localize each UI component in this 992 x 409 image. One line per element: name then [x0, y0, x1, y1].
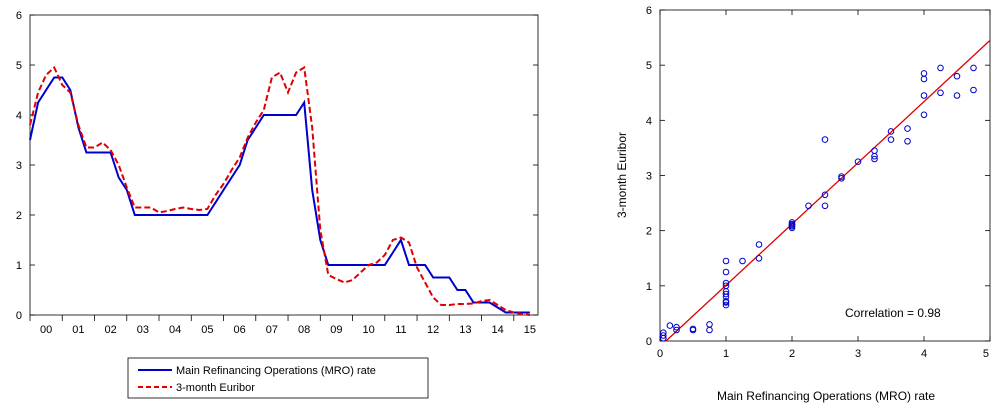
y-tick-label: 0	[16, 310, 22, 322]
line-x-axis: 00 01 02 03 04 05 06 07 08 09 10 11 12 13 14 15	[29, 315, 536, 336]
y-tick-label: 2	[16, 210, 22, 222]
line-plot-frame	[29, 14, 539, 316]
x-tick-label: 05	[201, 324, 213, 336]
scatter-point	[805, 202, 812, 210]
x-tick-label: 3	[855, 348, 861, 360]
legend-box	[127, 357, 429, 399]
scatter-point	[673, 323, 680, 331]
x-tick-label: 14	[492, 324, 504, 336]
x-tick-label: 4	[921, 348, 927, 360]
scatter-point	[722, 298, 730, 305]
scatter-point	[755, 254, 763, 262]
scatter-point	[887, 128, 895, 135]
y-tick-label: 3	[16, 160, 22, 172]
y-tick-label: 6	[16, 10, 22, 22]
scatter-point	[821, 202, 829, 210]
scatter-chart: 0 1 2 3 4 5 6 0 1 2 3 4 5 Correlation = 0.98 Main R…	[615, 5, 991, 403]
line-y-axis: 0 1 2 3 4 5 6	[16, 10, 538, 322]
scatter-point	[920, 75, 928, 83]
scatter-point	[660, 332, 667, 339]
scatter-point	[970, 86, 977, 94]
x-tick-label: 07	[266, 324, 278, 336]
scatter-point	[689, 325, 697, 333]
scatter-point	[920, 70, 928, 77]
scatter-point	[920, 111, 928, 119]
scatter-point	[706, 321, 713, 328]
scatter-plot-frame	[659, 9, 991, 342]
scatter-point	[722, 282, 730, 290]
scatter-point	[904, 138, 911, 145]
x-tick-label: 1	[723, 348, 729, 360]
scatter-point	[970, 64, 977, 72]
y-tick-label: 0	[646, 336, 652, 348]
y-tick-label: 4	[16, 110, 22, 122]
x-tick-label: 09	[330, 324, 342, 336]
series-line-mro	[29, 76, 530, 314]
regression-line	[665, 39, 991, 342]
scatter-point	[722, 290, 730, 298]
y-tick-label: 1	[16, 260, 22, 272]
scatter-point	[722, 301, 730, 309]
scatter-point	[706, 326, 713, 334]
x-tick-label: 0	[657, 348, 663, 360]
scatter-point	[739, 257, 746, 265]
scatter-point	[838, 173, 845, 180]
y-tick-label: 5	[16, 60, 22, 72]
legend-label-mro: Main Refinancing Operations (MRO) rate	[176, 365, 376, 377]
scatter-point	[660, 329, 667, 337]
line-legend: Main Refinancing Operations (MRO) rate 3…	[127, 357, 429, 399]
scatter-point	[937, 64, 944, 72]
scatter-point	[755, 241, 763, 248]
y-tick-label: 5	[646, 60, 652, 72]
scatter-y-axis-label: 3-month Euribor	[615, 132, 629, 218]
scatter-point	[871, 155, 878, 163]
series-line-euribor	[29, 65, 531, 316]
scatter-x-axis-label: Main Refinancing Operations (MRO) rate	[717, 389, 935, 403]
x-tick-label: 01	[72, 324, 84, 336]
x-tick-label: 15	[524, 324, 536, 336]
scatter-point	[821, 191, 829, 199]
scatter-fit-group	[665, 39, 991, 342]
y-tick-label: 3	[646, 171, 652, 183]
scatter-point	[887, 136, 895, 143]
scatter-y-axis: 0 1 2 3 4 5 6	[646, 5, 990, 348]
scatter-point	[666, 322, 674, 329]
x-tick-label: 11	[395, 324, 406, 336]
x-tick-label: 12	[427, 324, 439, 336]
x-tick-label: 2	[789, 348, 795, 360]
scatter-points-group	[660, 64, 977, 342]
scatter-point	[722, 279, 730, 287]
scatter-point	[937, 89, 944, 97]
scatter-point	[722, 268, 730, 276]
x-tick-label: 04	[169, 324, 181, 336]
x-tick-label: 5	[983, 348, 989, 360]
x-tick-label: 00	[40, 324, 52, 336]
scatter-annotation: Correlation = 0.98	[845, 306, 941, 320]
scatter-point	[673, 326, 680, 334]
scatter-point	[854, 158, 862, 165]
x-tick-label: 02	[105, 324, 117, 336]
y-tick-label: 1	[646, 281, 652, 293]
x-tick-label: 10	[363, 324, 375, 336]
y-tick-label: 6	[646, 5, 652, 17]
x-tick-label: 03	[137, 324, 149, 336]
scatter-point	[953, 92, 961, 99]
legend-label-euribor: 3-month Euribor	[176, 382, 255, 394]
scatter-point	[722, 257, 730, 265]
scatter-point	[821, 136, 829, 143]
scatter-point	[904, 125, 911, 132]
x-tick-label: 08	[298, 324, 310, 336]
scatter-x-axis: 0 1 2 3 4 5	[657, 10, 991, 360]
y-tick-label: 4	[646, 115, 652, 127]
scatter-point	[788, 219, 796, 226]
x-tick-label: 06	[234, 324, 246, 336]
scatter-point	[871, 147, 878, 154]
scatter-point	[953, 72, 961, 80]
y-tick-label: 2	[646, 226, 652, 238]
line-series-group	[29, 65, 531, 316]
scatter-point	[920, 92, 928, 99]
x-tick-label: 13	[459, 324, 471, 336]
